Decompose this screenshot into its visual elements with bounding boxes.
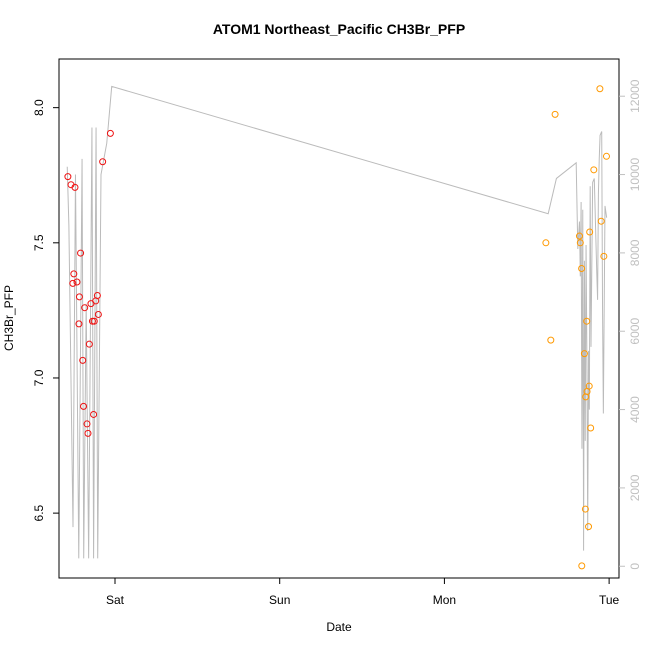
data-point-series2 xyxy=(586,228,594,236)
data-point-series1 xyxy=(106,129,114,137)
data-point-series1 xyxy=(77,249,85,257)
chart-title: ATOM1 Northeast_Pacific CH3Br_PFP xyxy=(213,21,465,37)
data-point-series2 xyxy=(580,350,588,358)
data-point-series1 xyxy=(81,304,89,312)
bottom-tick-label: Mon xyxy=(433,593,456,607)
left-tick-label: 7.0 xyxy=(32,369,46,386)
data-point-series1 xyxy=(69,279,77,287)
data-point-series1 xyxy=(94,310,102,318)
bottom-axis: Sat Sun Mon Tue xyxy=(106,578,620,607)
x-axis-label: Date xyxy=(326,620,352,634)
data-point-series1 xyxy=(88,317,96,325)
y-axis-label: CH3Br_PFP xyxy=(2,285,16,351)
data-point-series2 xyxy=(596,85,604,93)
bottom-tick-label: Tue xyxy=(599,593,620,607)
altitude-series xyxy=(66,85,608,559)
right-tick-label: 10000 xyxy=(628,158,642,192)
right-tick-label: 2000 xyxy=(628,474,642,501)
data-point-series2 xyxy=(578,264,586,272)
right-tick-label: 8000 xyxy=(628,239,642,266)
data-point-series2 xyxy=(575,232,583,240)
data-point-series1 xyxy=(70,270,78,278)
data-point-series1 xyxy=(79,356,87,364)
right-tick-label: 12000 xyxy=(628,79,642,113)
data-point-series1 xyxy=(75,320,83,328)
right-tick-label: 6000 xyxy=(628,318,642,345)
left-tick-label: 6.5 xyxy=(32,504,46,521)
data-point-series1 xyxy=(73,278,81,286)
scatter-series xyxy=(64,85,610,570)
bottom-tick-label: Sat xyxy=(106,593,125,607)
data-point-series2 xyxy=(600,252,608,260)
data-point-series1 xyxy=(71,183,79,191)
data-point-series2 xyxy=(590,166,598,174)
data-point-series1 xyxy=(99,158,107,166)
data-point-series1 xyxy=(90,317,98,325)
data-point-series1 xyxy=(84,429,92,437)
data-point-series2 xyxy=(551,110,559,118)
data-point-series2 xyxy=(578,562,586,570)
data-point-series1 xyxy=(64,173,72,181)
left-axis: 6.5 7.0 7.5 8.0 xyxy=(32,99,59,521)
right-tick-label: 0 xyxy=(628,563,642,570)
data-point-series2 xyxy=(587,424,595,432)
data-point-series2 xyxy=(585,382,593,390)
right-axis: 0 2000 4000 6000 8000 10000 12000 xyxy=(619,79,642,570)
data-point-series2 xyxy=(597,217,605,225)
data-point-series2 xyxy=(581,505,589,513)
right-tick-label: 4000 xyxy=(628,396,642,423)
data-point-series2 xyxy=(583,317,591,325)
left-tick-label: 7.5 xyxy=(32,234,46,251)
plot-area-frame xyxy=(58,58,620,579)
data-point-series1 xyxy=(90,410,98,418)
left-tick-label: 8.0 xyxy=(32,99,46,116)
altitude-line xyxy=(66,85,608,559)
data-point-series2 xyxy=(585,523,593,531)
data-point-series2 xyxy=(602,152,610,160)
data-point-series1 xyxy=(93,292,101,300)
data-point-series1 xyxy=(75,293,83,301)
data-point-series2 xyxy=(542,239,550,247)
data-point-series1 xyxy=(83,420,91,428)
data-point-series1 xyxy=(85,340,93,348)
bottom-tick-label: Sun xyxy=(269,593,290,607)
data-point-series2 xyxy=(547,336,555,344)
data-point-series2 xyxy=(576,239,584,247)
data-point-series1 xyxy=(80,402,88,410)
